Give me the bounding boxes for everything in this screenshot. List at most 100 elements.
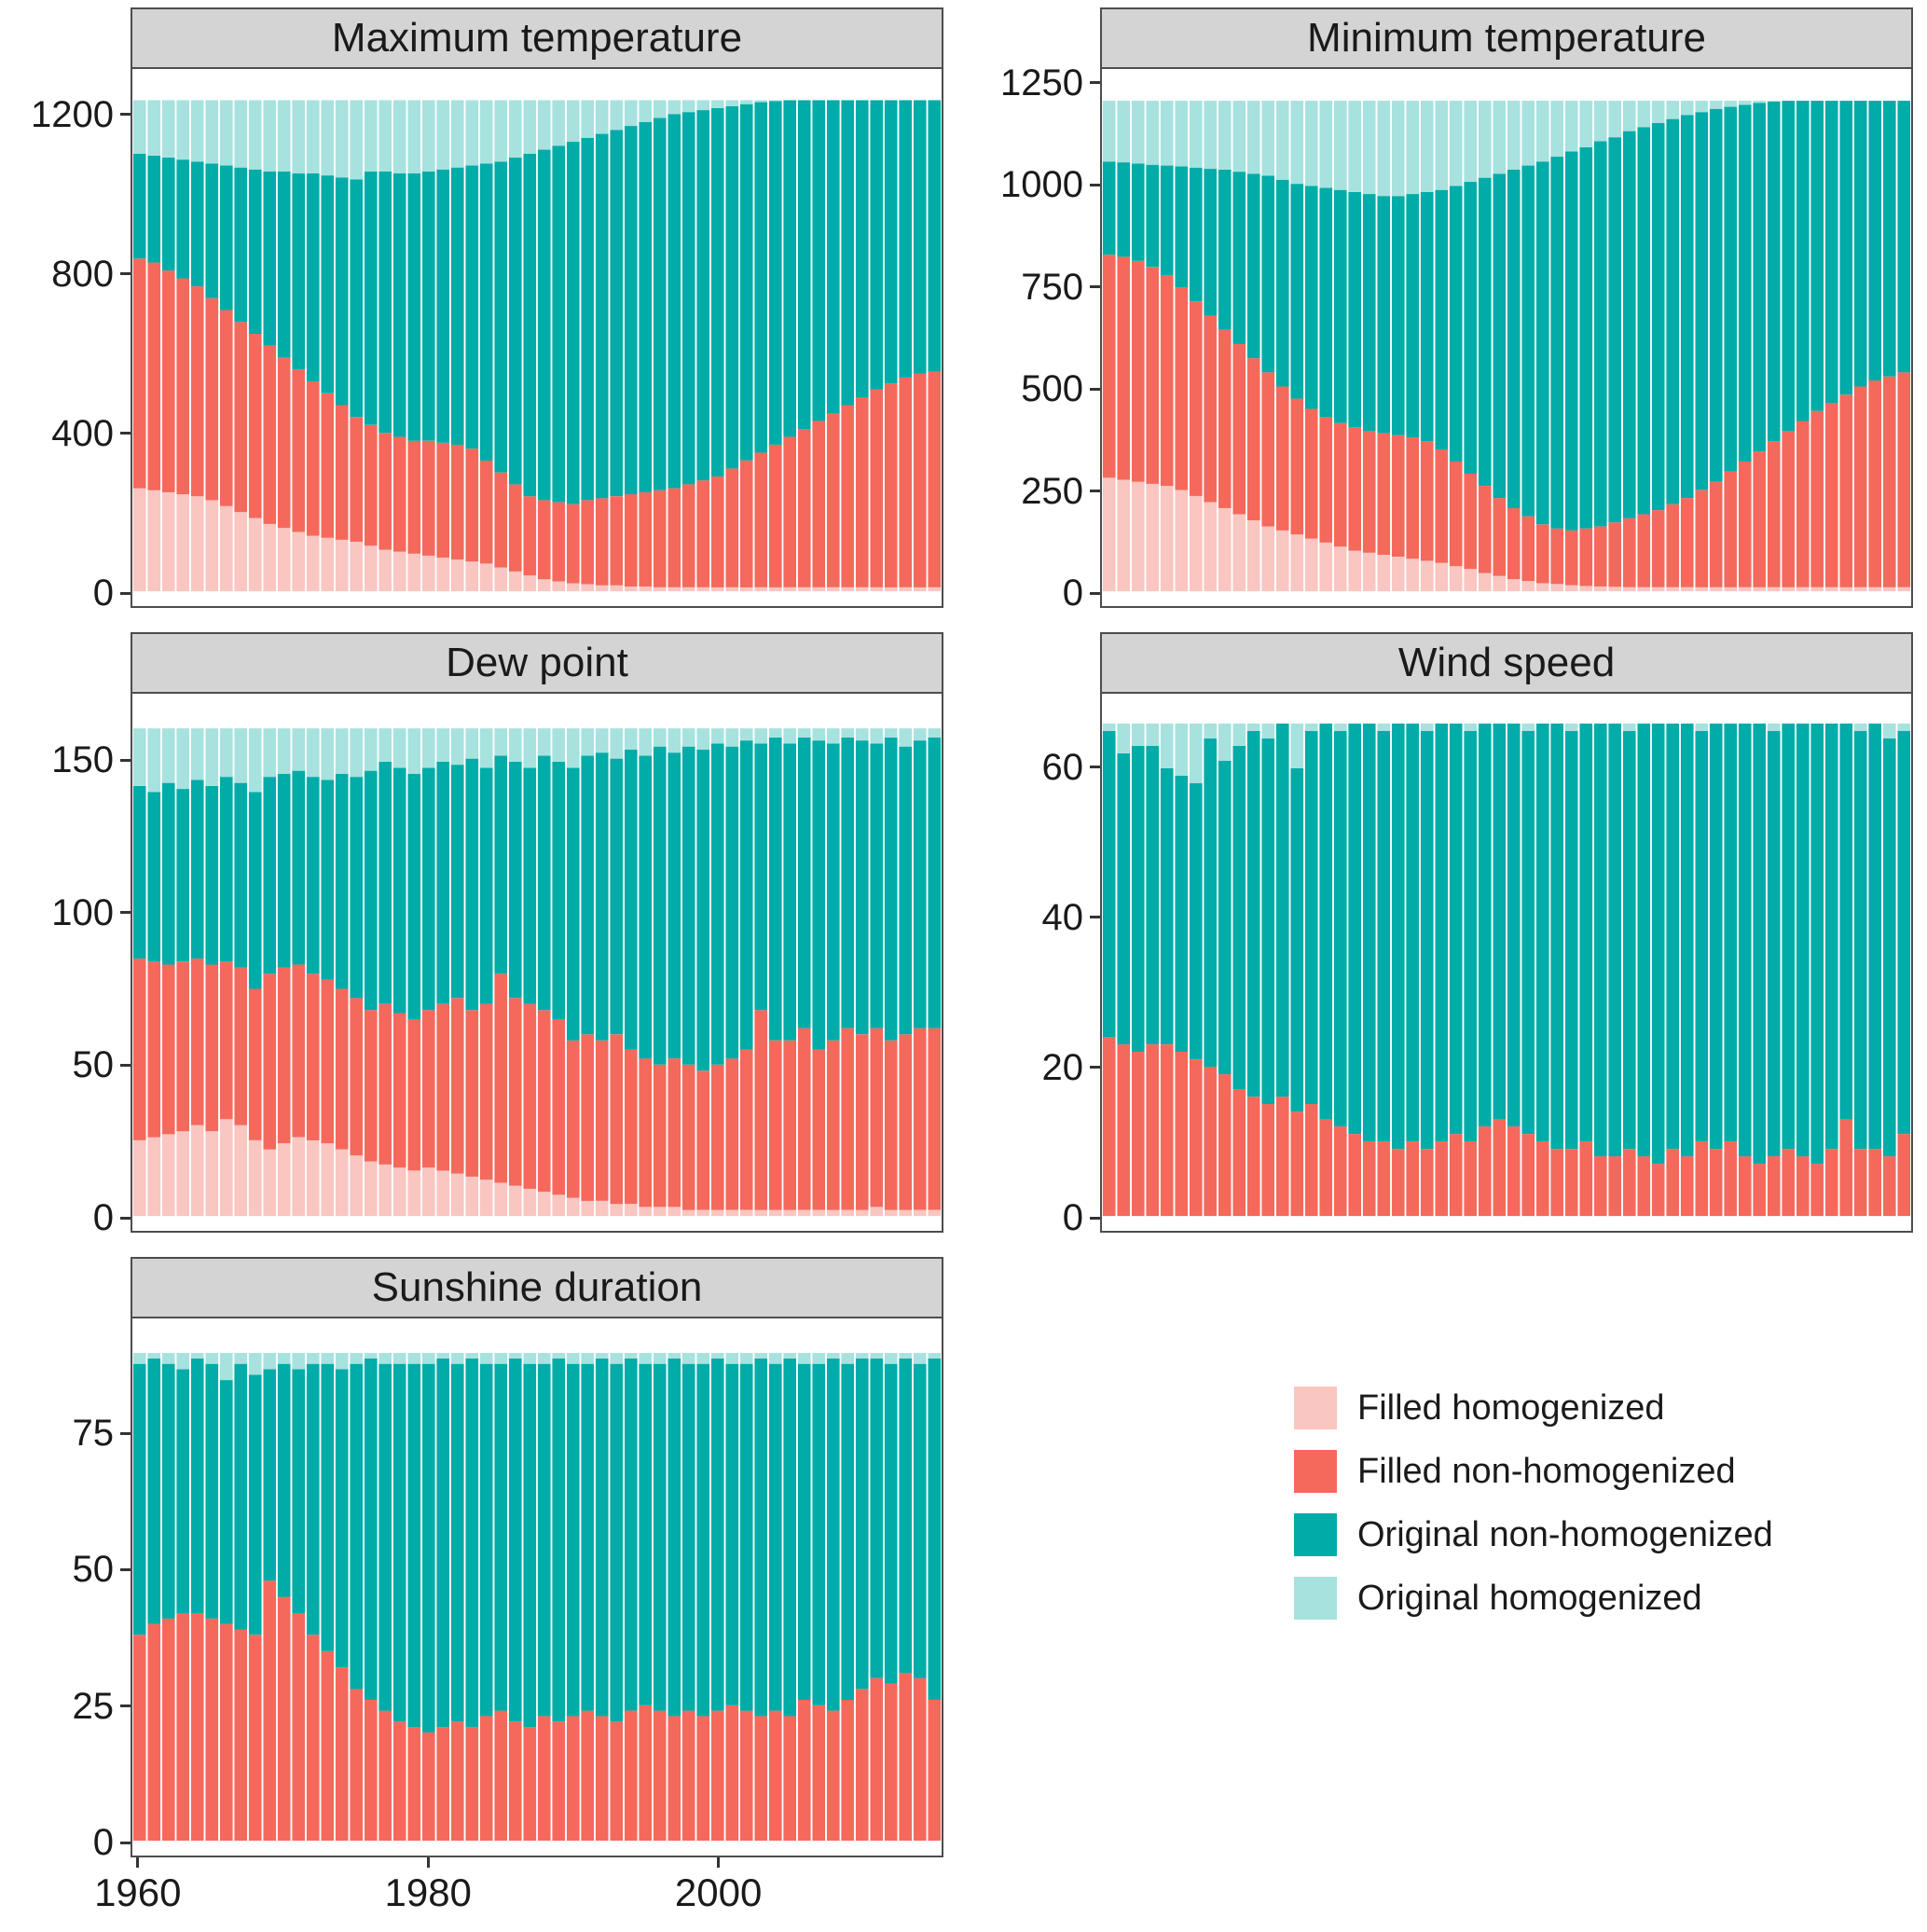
bar-segment (1333, 730, 1347, 1127)
bar-segment (855, 586, 869, 592)
bar-segment (1290, 184, 1304, 399)
bar-segment (263, 1580, 277, 1842)
bar-segment (190, 728, 204, 780)
bar-segment (479, 100, 493, 164)
bar-segment (364, 1353, 378, 1359)
bar-segment (234, 1125, 248, 1217)
bar-segment (1882, 738, 1896, 1157)
bar-segment (783, 1716, 797, 1842)
bar-segment (725, 105, 739, 469)
bar-segment (681, 746, 695, 1065)
bar-segment (668, 1716, 681, 1842)
bar-segment (1637, 514, 1651, 587)
bar-segment (696, 1716, 710, 1842)
legend-item-filled-non-homogenized: Filled non-homogenized (1294, 1450, 1913, 1493)
bar-segment (1160, 486, 1174, 592)
bar-segment (1420, 723, 1434, 732)
bar-segment (350, 541, 364, 592)
bar-segment (465, 448, 479, 562)
bar-segment (1102, 255, 1116, 478)
plot-panel-dew-point (131, 692, 943, 1233)
bar-segment (639, 755, 653, 1059)
bar-segment (1204, 1067, 1218, 1217)
facet-title: Minimum temperature (1307, 15, 1706, 61)
bar-segment (350, 1689, 364, 1842)
y-tick-mark (120, 591, 131, 595)
y-tick-mark (1090, 81, 1100, 85)
bar-segment (552, 1018, 566, 1195)
bar-segment (379, 1353, 392, 1364)
bar-segment (132, 1363, 146, 1635)
bar-segment (725, 100, 739, 106)
bar-segment (364, 424, 378, 546)
bar-segment (639, 100, 653, 122)
facet-corner (7, 632, 131, 692)
bar-segment (1290, 398, 1304, 535)
y-tick-mark (1090, 1066, 1100, 1070)
bar-segment (1189, 1059, 1203, 1217)
bar-segment (147, 1358, 161, 1624)
bar-segment (1593, 586, 1607, 592)
bar-segment (1261, 101, 1275, 176)
bar-segment (1146, 164, 1160, 268)
bar-segment (263, 728, 277, 778)
bar-segment (855, 728, 869, 741)
bar-segment (1507, 508, 1521, 580)
bar-segment (1478, 723, 1492, 1127)
bar-segment (537, 149, 551, 501)
bar-segment (494, 1363, 508, 1711)
bar-segment (1362, 101, 1376, 195)
bar-segment (1608, 522, 1622, 587)
y-axis-sunshine-duration: 0 25 50 75 (7, 1317, 131, 1863)
bar-segment (826, 743, 840, 1041)
bar-segment (624, 728, 638, 750)
bar-segment (1333, 723, 1347, 732)
bar-segment (1782, 431, 1796, 587)
bar-segment (479, 1003, 493, 1180)
bar-segment (1377, 196, 1391, 434)
bar-segment (797, 728, 811, 738)
y-tick-label: 500 (1021, 368, 1083, 410)
bar-segment (783, 436, 797, 587)
bar-segment (494, 1710, 508, 1842)
bar-segment (1261, 723, 1275, 738)
bar-segment (624, 1049, 638, 1205)
bar-segment (1391, 101, 1405, 197)
facet-strip-minimum-temperature: Minimum temperature (1100, 7, 1913, 67)
bar-segment (407, 1170, 421, 1217)
bar-segment (292, 531, 306, 592)
bar-segment (1782, 1149, 1796, 1217)
bar-segment (1246, 1097, 1260, 1217)
bar-segment (1435, 101, 1449, 190)
bar-segment (1131, 723, 1145, 747)
bar-segment (1695, 723, 1709, 732)
bar-segment (581, 1200, 595, 1217)
bar-segment (263, 100, 277, 172)
bar-segment (1810, 410, 1824, 587)
bar-segment (523, 575, 537, 592)
bar-segment (1391, 723, 1405, 1150)
bar-segment (1420, 1149, 1434, 1217)
bar-segment (364, 770, 378, 1011)
bar-segment (219, 1119, 233, 1217)
bar-segment (1839, 586, 1853, 592)
bar-segment (479, 460, 493, 564)
bar-segment (1290, 1111, 1304, 1217)
bar-segment (132, 1139, 146, 1217)
bar-segment (1117, 256, 1131, 480)
bar-segment (306, 728, 320, 778)
bar-segment (1189, 301, 1203, 496)
legend-label-original-non-homogenized: Original non-homogenized (1357, 1514, 1773, 1554)
bar-segment (1449, 566, 1463, 592)
bar-segment (1261, 1104, 1275, 1217)
bar-segment (234, 1363, 248, 1630)
bar-segment (161, 158, 175, 271)
bar-segment (190, 161, 204, 287)
bar-segment (1175, 775, 1189, 1053)
bar-segment (1824, 402, 1838, 587)
bar-segment (1232, 723, 1246, 747)
bar-segment (610, 100, 624, 131)
bar-segment (1666, 723, 1680, 1150)
bar-segment (710, 1358, 724, 1711)
x-tick-label: 2000 (674, 1870, 763, 1914)
